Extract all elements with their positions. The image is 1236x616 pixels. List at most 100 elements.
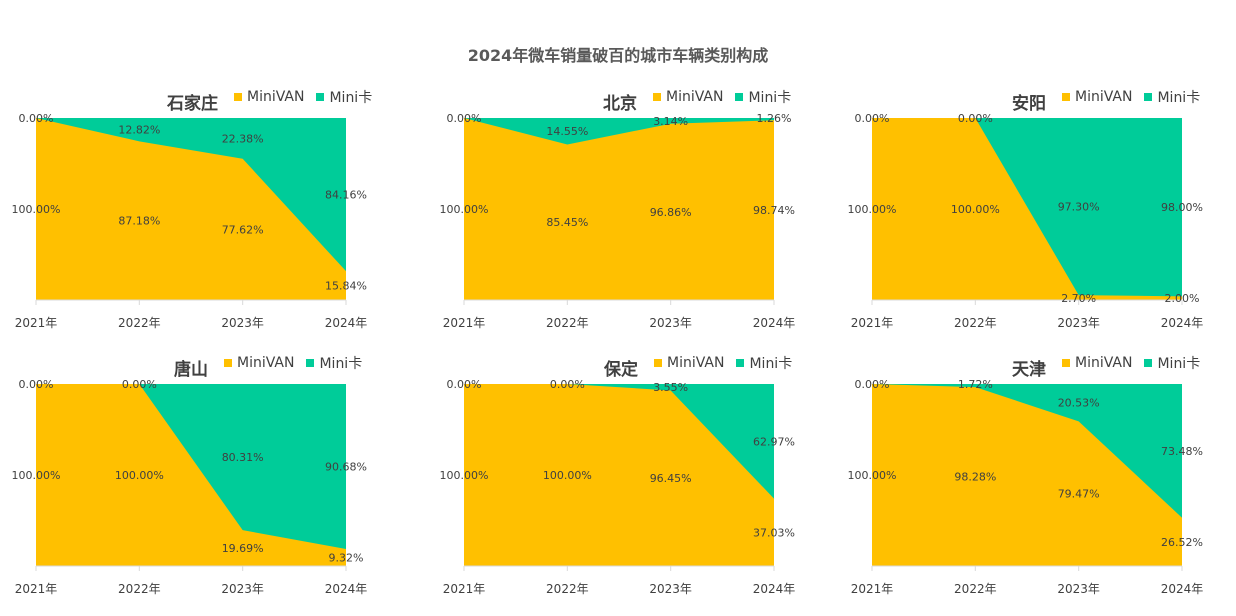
legend-swatch-minivan <box>1062 93 1070 101</box>
legend-swatch-minivan <box>234 93 242 101</box>
data-label-minivan: 85.45% <box>546 216 588 229</box>
legend-label-minika: Mini卡 <box>1157 90 1201 106</box>
data-label-minivan: 100.00% <box>951 203 1000 216</box>
legend-swatch-minika <box>735 93 744 101</box>
legend-label-minika: Mini卡 <box>1157 356 1201 372</box>
legend-swatch-minika <box>736 359 745 367</box>
page-title: 2024年微车销量破百的城市车辆类别构成 <box>467 46 769 65</box>
x-tick-label: 2023年 <box>1057 582 1100 596</box>
data-label-minivan: 100.00% <box>12 203 61 216</box>
legend-swatch-minivan <box>654 359 662 367</box>
legend-label-minika: Mini卡 <box>329 90 373 106</box>
x-tick-label: 2024年 <box>325 582 368 596</box>
chart-panel: 唐山 MiniVAN Mini卡 2021年 2022年 2023年 2024年 0.00% 0… <box>0 346 400 616</box>
legend-swatch-minika <box>1144 93 1153 101</box>
chart-panel: 石家庄 MiniVAN Mini卡 2021年 2022年 2023年 2024年 0.00%… <box>0 80 400 350</box>
area-minivan <box>36 384 346 566</box>
data-label-minika: 20.53% <box>1058 397 1100 410</box>
legend-swatch-minivan <box>1062 359 1070 367</box>
x-tick-label: 2023年 <box>1057 316 1100 330</box>
x-tick-label: 2023年 <box>649 582 692 596</box>
x-tick-label: 2021年 <box>851 582 894 596</box>
data-label-minika: 90.68% <box>325 461 367 474</box>
x-tick-label: 2023年 <box>649 316 692 330</box>
data-label-minivan: 98.74% <box>753 204 795 217</box>
data-label-minivan: 100.00% <box>440 469 489 482</box>
area-chart-svg: 2021年 2022年 2023年 2024年 0.00% 1.72% 20.53% 73.4… <box>848 378 1204 596</box>
data-label-minika: 84.16% <box>325 189 367 202</box>
data-label-minika: 12.82% <box>118 124 160 137</box>
data-label-minivan: 9.32% <box>329 552 364 565</box>
chart-legend: MiniVAN Mini卡 <box>1062 87 1212 107</box>
x-tick-label: 2021年 <box>15 582 58 596</box>
chart-title: 石家庄 <box>167 94 218 114</box>
x-tick-label: 2023年 <box>221 316 264 330</box>
x-tick-label: 2022年 <box>954 582 997 596</box>
area-chart-svg: 2021年 2022年 2023年 2024年 0.00% 0.00% 97.30% 98.0… <box>848 112 1204 330</box>
data-label-minivan: 100.00% <box>848 203 897 216</box>
data-label-minivan: 37.03% <box>753 526 795 539</box>
data-label-minika: 0.00% <box>19 112 54 125</box>
data-label-minivan: 19.69% <box>222 542 264 555</box>
data-label-minivan: 26.52% <box>1161 536 1203 549</box>
data-label-minika: 3.55% <box>653 381 688 394</box>
data-label-minika: 0.00% <box>447 378 482 391</box>
data-label-minivan: 96.45% <box>650 472 692 485</box>
data-label-minika: 22.38% <box>222 132 264 145</box>
data-label-minivan: 98.28% <box>954 471 996 484</box>
data-label-minika: 1.72% <box>958 378 993 391</box>
chart-legend: MiniVAN Mini卡 <box>1062 353 1212 373</box>
chart-panel: 安阳 MiniVAN Mini卡 2021年 2022年 2023年 2024年 0.00% 0… <box>836 80 1236 350</box>
data-label-minika: 0.00% <box>550 378 585 391</box>
legend-label-minivan: MiniVAN <box>1075 355 1133 371</box>
legend-label-minika: Mini卡 <box>319 356 363 372</box>
legend-label-minivan: MiniVAN <box>1075 89 1133 105</box>
legend-label-minivan: MiniVAN <box>247 89 305 105</box>
legend-label-minika: Mini卡 <box>748 90 792 106</box>
data-label-minivan: 100.00% <box>848 469 897 482</box>
chart-panel: 保定 MiniVAN Mini卡 2021年 2022年 2023年 2024年 0.00% 0… <box>428 346 828 616</box>
data-label-minika: 14.55% <box>546 125 588 138</box>
data-label-minika: 0.00% <box>19 378 54 391</box>
x-tick-label: 2021年 <box>15 316 58 330</box>
chart-panel: 天津 MiniVAN Mini卡 2021年 2022年 2023年 2024年 0.00% 1… <box>836 346 1236 616</box>
chart-title: 天津 <box>1012 360 1046 380</box>
x-tick-label: 2022年 <box>546 582 589 596</box>
x-tick-label: 2022年 <box>546 316 589 330</box>
x-tick-label: 2024年 <box>325 316 368 330</box>
data-label-minivan: 100.00% <box>440 203 489 216</box>
legend-swatch-minika <box>1144 359 1153 367</box>
x-tick-label: 2024年 <box>753 582 796 596</box>
legend-label-minivan: MiniVAN <box>666 89 724 105</box>
data-label-minivan: 96.86% <box>650 206 692 219</box>
chart-legend: MiniVAN Mini卡 <box>654 353 804 373</box>
legend-swatch-minika <box>316 93 325 101</box>
chart-legend: MiniVAN Mini卡 <box>653 87 803 107</box>
data-label-minivan: 100.00% <box>115 469 164 482</box>
area-minivan <box>36 118 346 300</box>
data-label-minivan: 100.00% <box>12 469 61 482</box>
x-tick-label: 2024年 <box>1161 316 1204 330</box>
area-chart-svg: 2021年 2022年 2023年 2024年 0.00% 14.55% 3.14% 1.26… <box>440 112 796 330</box>
chart-legend: MiniVAN Mini卡 <box>234 87 384 107</box>
data-label-minivan: 15.84% <box>325 280 367 293</box>
data-label-minivan: 77.62% <box>222 223 264 236</box>
area-minivan <box>872 384 1182 566</box>
data-label-minika: 0.00% <box>855 378 890 391</box>
x-tick-label: 2022年 <box>118 316 161 330</box>
data-label-minika: 62.97% <box>753 435 795 448</box>
x-tick-label: 2024年 <box>1161 582 1204 596</box>
data-label-minika: 0.00% <box>122 378 157 391</box>
area-minivan <box>872 118 1182 300</box>
area-chart-svg: 2021年 2022年 2023年 2024年 0.00% 12.82% 22.38% 84.… <box>12 112 368 330</box>
legend-label-minika: Mini卡 <box>749 356 793 372</box>
data-label-minika: 80.31% <box>222 451 264 464</box>
legend-label-minivan: MiniVAN <box>667 355 725 371</box>
x-tick-label: 2024年 <box>753 316 796 330</box>
chart-title: 北京 <box>603 94 637 114</box>
legend-swatch-minika <box>306 359 315 367</box>
x-tick-label: 2021年 <box>443 316 486 330</box>
data-label-minika: 73.48% <box>1161 445 1203 458</box>
area-chart-svg: 2021年 2022年 2023年 2024年 0.00% 0.00% 3.55% 62.97… <box>440 378 796 596</box>
chart-panel: 北京 MiniVAN Mini卡 2021年 2022年 2023年 2024年 0.00% 1… <box>428 80 828 350</box>
